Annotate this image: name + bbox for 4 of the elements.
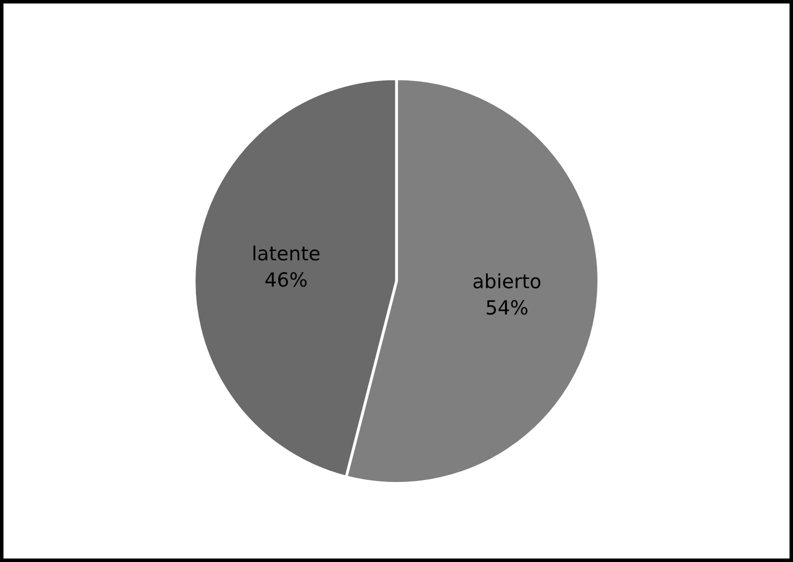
data-label: 46% xyxy=(265,272,307,287)
slice-label: latente xyxy=(254,246,320,261)
data-label: 54% xyxy=(486,300,528,315)
slice-label: abierto xyxy=(473,273,540,288)
